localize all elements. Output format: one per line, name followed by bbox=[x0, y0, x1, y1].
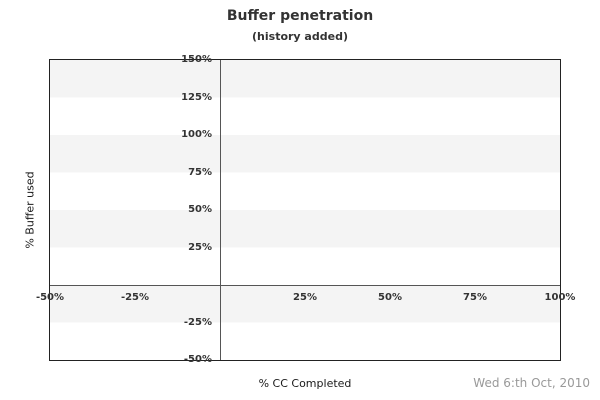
x-tick-label: 25% bbox=[293, 292, 317, 303]
y-tick-label: 100% bbox=[181, 129, 212, 140]
x-tick-label: -25% bbox=[120, 292, 150, 303]
y-axis-title: % Buffer used bbox=[23, 171, 37, 249]
y-tick-label: 125% bbox=[181, 91, 212, 103]
x-tick-label: 50% bbox=[378, 292, 402, 303]
y-tick-label: 75% bbox=[188, 166, 212, 178]
y-tick-label: 25% bbox=[188, 241, 212, 253]
y-tick-label: -25% bbox=[183, 316, 212, 328]
y-tick-label: 50% bbox=[188, 204, 212, 215]
date-label: Wed 6:th Oct, 2010 bbox=[473, 376, 590, 390]
chart-title: Buffer penetration bbox=[226, 8, 374, 24]
x-axis-title: % CC Completed bbox=[258, 377, 352, 390]
y-tick-label: 150% bbox=[181, 54, 212, 65]
x-zero-axis-line bbox=[220, 60, 221, 360]
x-tick-label: -50% bbox=[35, 292, 65, 303]
chart-subtitle: (history added) bbox=[252, 30, 348, 43]
x-tick-label: 100% bbox=[544, 292, 576, 303]
x-tick-label: 75% bbox=[463, 292, 487, 303]
plot-area: 150% 125% 100% 75% 50% 25% -25% -50% -50% -25% 25%… bbox=[36, 54, 576, 365]
y-tick-label: -50% bbox=[183, 354, 212, 365]
y-zero-axis-line bbox=[50, 285, 560, 286]
